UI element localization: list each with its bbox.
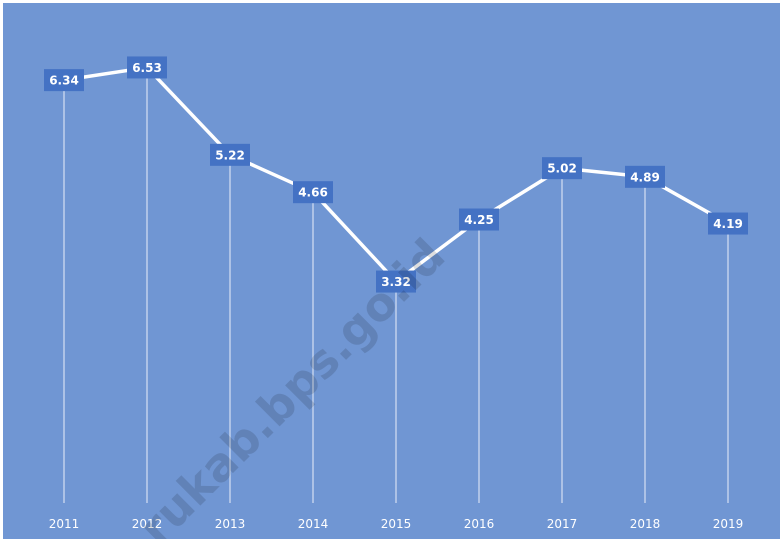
data-label-2017: 5.02 bbox=[542, 157, 582, 180]
x-tick-label: 2014 bbox=[298, 517, 329, 531]
x-tick-label: 2017 bbox=[547, 517, 578, 531]
data-label-value: 5.02 bbox=[547, 162, 577, 176]
data-label-2015: 3.32 bbox=[376, 270, 416, 293]
data-label-value: 3.32 bbox=[381, 275, 411, 289]
data-label-2012: 6.53 bbox=[127, 56, 167, 79]
x-tick-label: 2016 bbox=[464, 517, 495, 531]
x-tick-label: 2011 bbox=[49, 517, 80, 531]
data-label-box bbox=[210, 143, 250, 166]
data-label-box bbox=[542, 157, 582, 180]
data-label-2019: 4.19 bbox=[708, 212, 748, 235]
data-label-value: 4.25 bbox=[464, 213, 494, 227]
x-tick-label: 2012 bbox=[132, 517, 163, 531]
x-tick-label: 2013 bbox=[215, 517, 246, 531]
data-label-box bbox=[293, 181, 333, 204]
x-tick-label: 2015 bbox=[381, 517, 412, 531]
x-axis-tick-labels: 2011 2012 2013 2014 2015 2016 2017 2018 2019 bbox=[49, 517, 744, 531]
chart-area: 6.34 6.53 5.22 4.66 3.32 4.25 5.02 4.89 4.19 201… bbox=[3, 3, 780, 539]
drop-lines bbox=[63, 67, 729, 503]
x-tick-label: 2018 bbox=[630, 517, 661, 531]
data-label-box bbox=[44, 69, 84, 92]
data-label-value: 5.22 bbox=[215, 148, 245, 162]
data-label-2013: 5.22 bbox=[210, 143, 250, 166]
data-label-box bbox=[625, 165, 665, 188]
x-tick-label: 2019 bbox=[713, 517, 744, 531]
data-label-box bbox=[708, 212, 748, 235]
data-label-2018: 4.89 bbox=[625, 165, 665, 188]
data-label-value: 4.66 bbox=[298, 186, 328, 200]
data-label-value: 4.19 bbox=[713, 217, 743, 231]
data-label-value: 4.89 bbox=[630, 170, 660, 184]
watermark-text: rukab.bps.go.id bbox=[128, 228, 455, 539]
line-chart: 6.34 6.53 5.22 4.66 3.32 4.25 5.02 4.89 4.19 201… bbox=[44, 56, 748, 539]
data-label-value: 6.34 bbox=[49, 74, 79, 88]
data-label-box bbox=[376, 270, 416, 293]
data-label-value: 6.53 bbox=[132, 61, 162, 75]
data-label-box bbox=[459, 208, 499, 231]
data-label-2014: 4.66 bbox=[293, 181, 333, 204]
data-label-box bbox=[127, 56, 167, 79]
data-labels: 6.34 6.53 5.22 4.66 3.32 4.25 5.02 4.89 4.19 bbox=[44, 56, 748, 293]
data-label-2011: 6.34 bbox=[44, 69, 84, 92]
data-label-2016: 4.25 bbox=[459, 208, 499, 231]
